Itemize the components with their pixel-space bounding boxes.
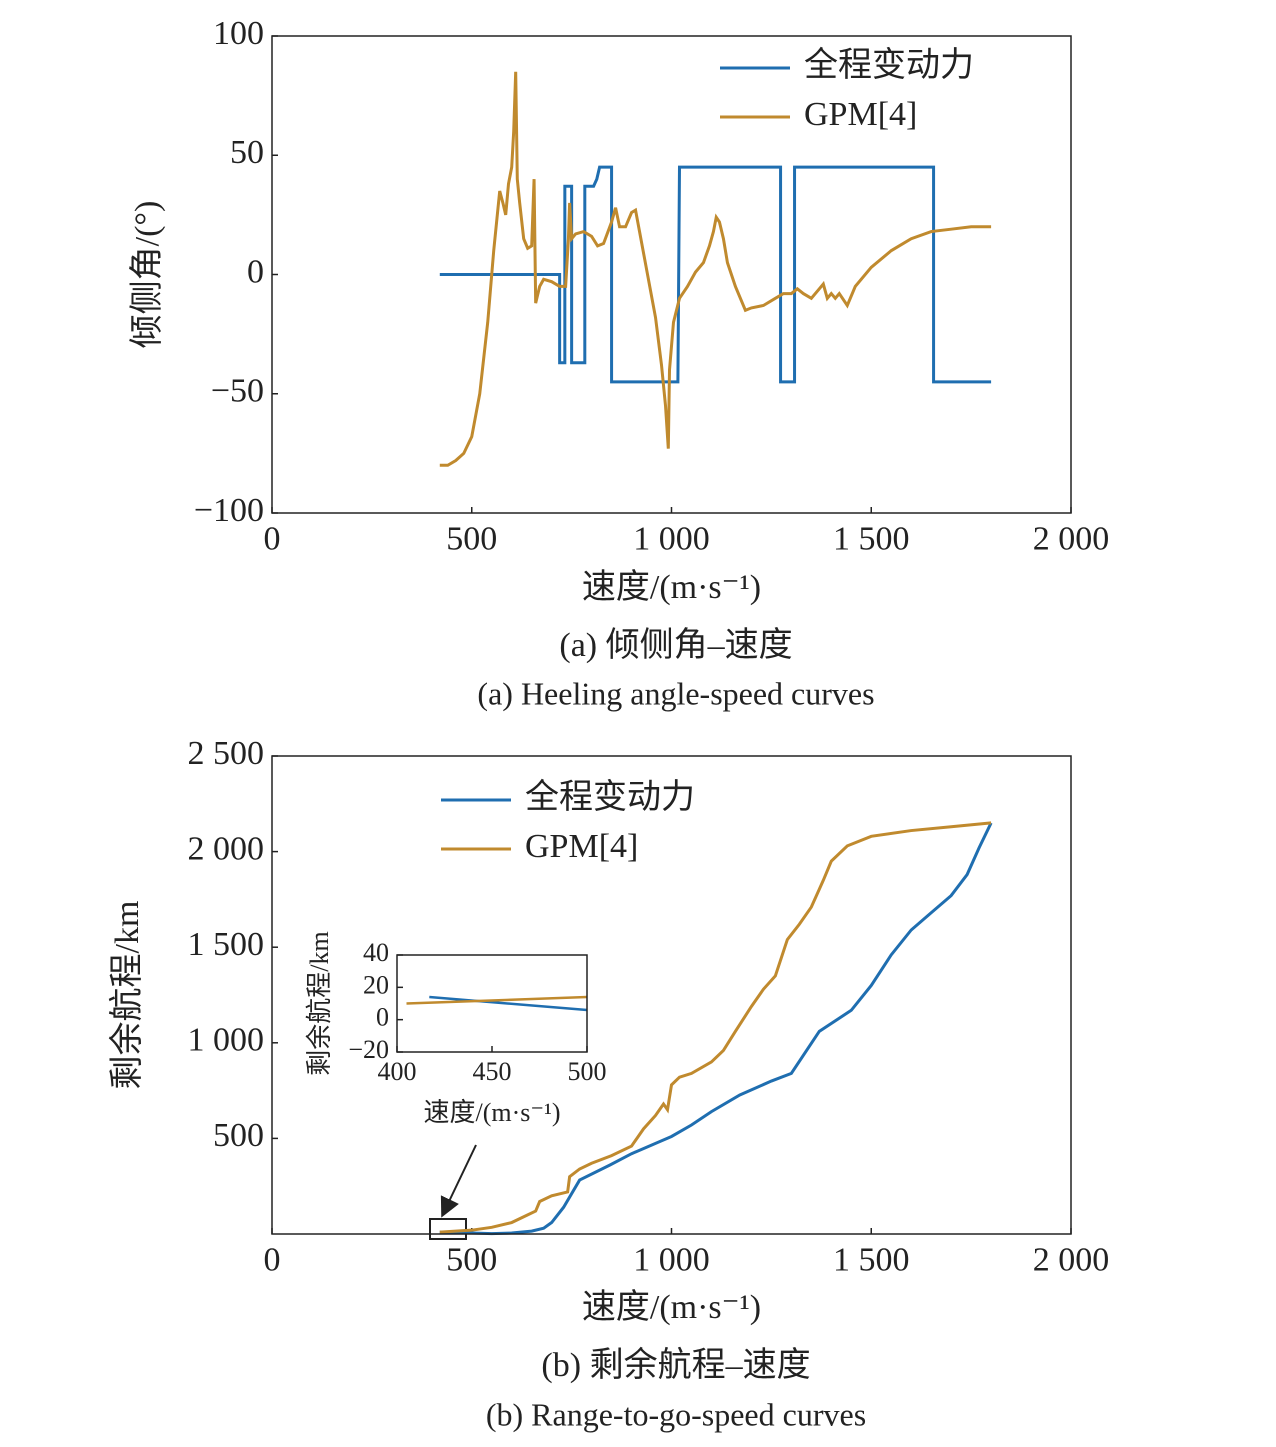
x-tick-label: 500: [446, 1242, 497, 1279]
y-tick-label: 0: [247, 253, 264, 290]
x-tick-label: 1 000: [633, 521, 710, 558]
series-line: [406, 995, 588, 1005]
series-line: [439, 165, 992, 384]
x-axis-label: 速度/(m·s⁻¹): [582, 568, 761, 606]
y-tick-label: 1 000: [188, 1022, 265, 1059]
x-tick-label: 2 000: [1033, 1242, 1110, 1279]
y-tick-label: 100: [213, 15, 264, 52]
x-tick-label: 500: [568, 1057, 607, 1086]
x-tick-label: 0: [264, 1242, 281, 1279]
x-tick-label: 1 000: [633, 1242, 710, 1279]
x-tick-label: 450: [473, 1057, 512, 1086]
x-tick-label: 2 000: [1033, 521, 1110, 558]
y-tick-label: 2 500: [188, 735, 265, 772]
zoom-arrow: [440, 1144, 477, 1218]
legend-label: GPM[4]: [525, 828, 638, 865]
y-axis-label: 剩余航程/km: [305, 931, 334, 1075]
legend-label: GPM[4]: [804, 96, 917, 133]
x-tick-label: 400: [378, 1057, 417, 1086]
y-tick-label: −20: [348, 1035, 389, 1064]
series-line: [439, 821, 992, 1234]
plot-frame: [271, 35, 1072, 514]
x-tick-label: 500: [446, 521, 497, 558]
caption: (a) 倾侧角–速度: [559, 626, 792, 664]
legend-label: 全程变动力: [525, 778, 695, 816]
y-axis-label: 倾侧角/(°): [128, 201, 166, 349]
zoom-box: [429, 1218, 467, 1240]
y-tick-label: 40: [363, 938, 389, 967]
caption-en: (a) Heeling angle-speed curves: [477, 675, 874, 711]
y-tick-label: 500: [213, 1117, 264, 1154]
caption: (b) 剩余航程–速度: [541, 1346, 810, 1384]
y-tick-label: 1 500: [188, 926, 265, 963]
y-tick-label: 2 000: [188, 830, 265, 867]
caption-en: (b) Range-to-go-speed curves: [486, 1396, 866, 1432]
y-tick-label: −100: [194, 492, 264, 529]
x-axis-label: 速度/(m·s⁻¹): [423, 1098, 560, 1127]
plot-frame: [396, 954, 588, 1053]
y-tick-label: 0: [376, 1003, 389, 1032]
x-tick-label: 0: [264, 521, 281, 558]
series-line: [429, 995, 588, 1012]
y-axis-label: 剩余航程/km: [108, 901, 146, 1090]
series-line: [439, 71, 992, 467]
series-line: [439, 822, 993, 1236]
x-tick-label: 1 500: [833, 521, 910, 558]
plot-frame: [271, 755, 1072, 1235]
x-axis-label: 速度/(m·s⁻¹): [582, 1288, 761, 1326]
y-tick-label: −50: [211, 373, 264, 410]
y-tick-label: 20: [363, 970, 389, 999]
y-tick-label: 50: [230, 134, 264, 171]
legend-label: 全程变动力: [804, 46, 974, 84]
x-tick-label: 1 500: [833, 1242, 910, 1279]
